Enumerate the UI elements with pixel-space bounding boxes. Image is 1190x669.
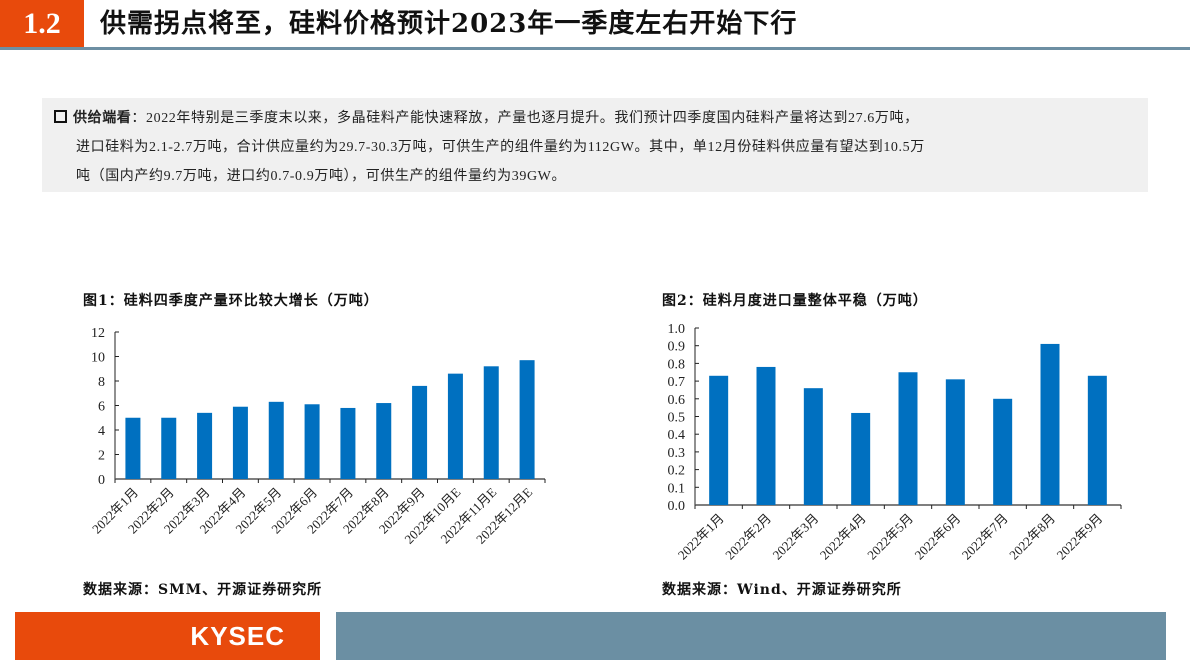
x-category-label: 2022年6月 [911, 511, 963, 563]
x-category-label: 2022年8月 [1006, 511, 1058, 563]
bar [851, 412, 871, 505]
x-category-label: 2022年7月 [959, 511, 1011, 563]
bar [412, 385, 428, 479]
bar [993, 398, 1013, 505]
bar [945, 379, 965, 505]
chart-2-source: 数据来源：Wind、开源证券研究所 [662, 582, 902, 598]
page-title: 供需拐点将至，硅料价格预计2023年一季度左右开始下行 [100, 9, 798, 39]
summary-box: 供给端看：2022年特别是三季度末以来，多晶硅料产能快速释放，产量也逐月提升。我… [42, 98, 1148, 192]
y-tick-label: 0.2 [668, 464, 686, 479]
bar [483, 366, 499, 479]
y-tick-label: 0.6 [668, 393, 686, 408]
y-tick-label: 0.9 [668, 340, 686, 355]
bar [709, 375, 729, 505]
chart-1-bar-chart: 0 2 4 6 8 10 12 2022年1月 2022年2月 2022年3月 2022年4月 202… [0, 0, 600, 600]
y-tick-label: 1.0 [668, 322, 686, 337]
bar [161, 417, 177, 479]
chart-2-bar-chart: 0.0 0.1 0.2 0.3 0.4 0.5 0.6 0.7 0.8 0.9 1.0 2022年1月… [668, 322, 1122, 563]
y-tick-label: 2 [98, 449, 105, 464]
x-category-label: 2022年2月 [722, 511, 774, 563]
x-category-label: 2022年4月 [817, 511, 869, 563]
y-tick-label: 10 [91, 351, 105, 366]
bar [232, 406, 248, 479]
y-tick-label: 0.1 [668, 481, 686, 496]
bar [756, 366, 776, 505]
chart-2-title: 图2：硅料月度进口量整体平稳（万吨） [662, 293, 928, 309]
chart-1-source: 数据来源：SMM、开源证券研究所 [83, 582, 323, 598]
summary-line-1: 供给端看：2022年特别是三季度末以来，多晶硅料产能快速释放，产量也逐月提升。我… [54, 104, 1138, 133]
bar [803, 388, 823, 505]
y-tick-label: 0.5 [668, 411, 686, 426]
footer-bar [336, 612, 1166, 660]
y-tick-label: 0 [98, 473, 105, 488]
y-tick-label: 12 [91, 326, 105, 341]
bar [898, 372, 918, 505]
bar [447, 373, 463, 479]
page-header: 1.2 供需拐点将至，硅料价格预计2023年一季度左右开始下行 [0, 0, 1190, 50]
section-number: 1.2 [0, 0, 84, 47]
kysec-logo: KYSEC [15, 612, 320, 660]
bar [1040, 343, 1060, 505]
bar [376, 403, 392, 479]
x-category-label: 2022年5月 [864, 511, 916, 563]
bar [268, 401, 284, 479]
y-tick-label: 0.8 [668, 357, 686, 372]
summary-text: ：2022年特别是三季度末以来，多晶硅料产能快速释放，产量也逐月提升。我们预计四… [131, 111, 919, 126]
bar [125, 417, 141, 479]
x-category-label: 2022年1月 [675, 511, 727, 563]
x-category-label: 2022年3月 [769, 511, 821, 563]
y-tick-label: 8 [98, 375, 105, 390]
bar [197, 412, 213, 479]
summary-lead: 供给端看 [73, 111, 132, 126]
square-bullet-icon [54, 110, 67, 123]
summary-line-2: 进口硅料为2.1-2.7万吨，合计供应量约为29.7-30.3万吨，可供生产的组… [76, 140, 925, 155]
x-category-label: 2022年9月 [1053, 511, 1105, 563]
y-tick-label: 0.3 [668, 446, 686, 461]
y-tick-label: 0.0 [668, 499, 686, 514]
bar [1087, 375, 1107, 505]
y-tick-label: 0.7 [668, 375, 686, 390]
header-divider [0, 47, 1190, 50]
y-tick-label: 0.4 [668, 428, 686, 443]
bar [304, 404, 320, 479]
chart-1-title: 图1：硅料四季度产量环比较大增长（万吨） [83, 293, 379, 309]
bar [519, 360, 535, 479]
bar [340, 407, 356, 479]
y-tick-label: 6 [98, 400, 105, 415]
y-tick-label: 4 [98, 424, 105, 439]
summary-line-3: 吨（国内产约9.7万吨，进口约0.7-0.9万吨），可供生产的组件量约为39GW… [76, 169, 567, 184]
